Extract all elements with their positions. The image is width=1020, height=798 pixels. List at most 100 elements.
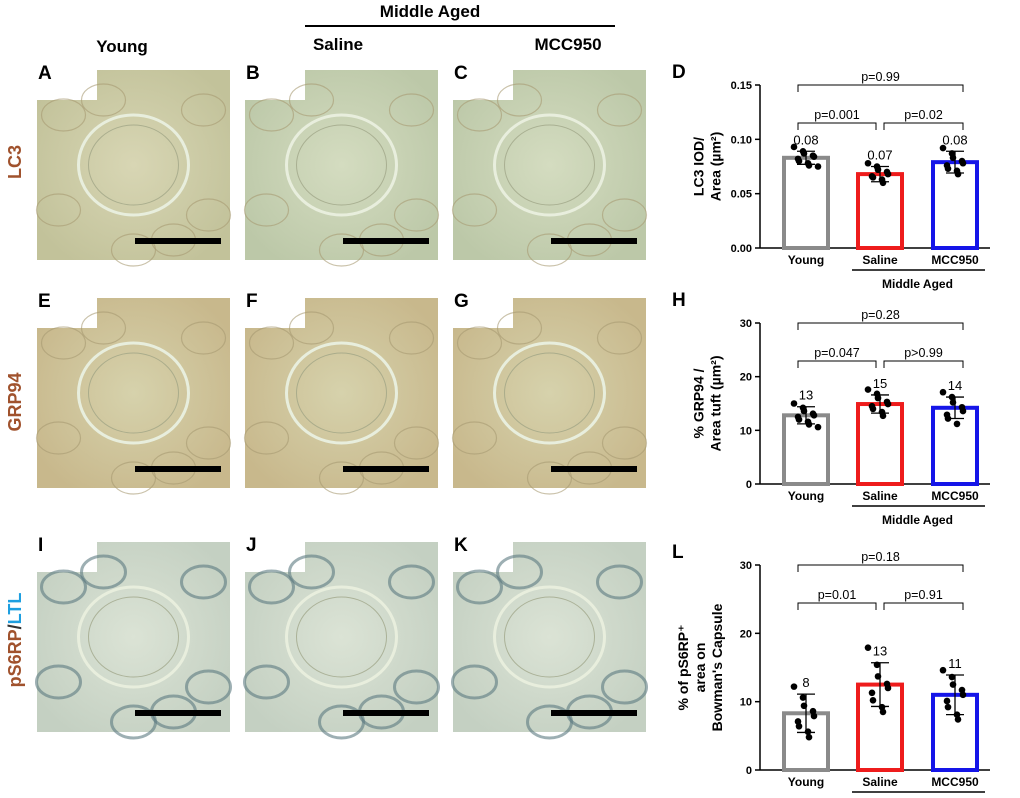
data-point: [869, 697, 877, 704]
bar-young: [782, 155, 830, 251]
scale-bar: [135, 710, 221, 716]
data-point: [874, 166, 882, 174]
data-point: [884, 684, 892, 692]
bar-value-label: 15: [873, 376, 887, 391]
tubule-outline: [596, 93, 643, 127]
tubule-outline: [35, 193, 82, 227]
data-point: [869, 405, 877, 413]
micrograph-g: [451, 298, 648, 495]
tubule-outline: [243, 193, 290, 227]
data-point: [795, 722, 803, 730]
p-value-label: p=0.047: [814, 346, 860, 360]
data-point: [948, 673, 956, 681]
comparison-bracket: [883, 360, 964, 368]
data-point: [800, 702, 808, 710]
tubule-outline: [596, 564, 643, 600]
micrograph-c: [451, 70, 648, 267]
tubule-outline: [388, 321, 435, 355]
micrograph-a: [35, 70, 232, 267]
tubule-outline: [80, 311, 127, 345]
scale-bar: [135, 238, 221, 244]
data-point: [949, 681, 957, 688]
scale-bar: [551, 466, 637, 472]
category-label: Saline: [862, 489, 898, 503]
tubule-outline: [180, 321, 227, 355]
tubule-outline: [288, 83, 335, 117]
tubule-outline: [288, 311, 335, 345]
y-tick-label: 20: [740, 628, 752, 640]
data-point: [800, 150, 808, 157]
scale-bar: [343, 238, 429, 244]
glomerulus-capsule: [493, 113, 606, 217]
glomerulus-tuft: [504, 596, 595, 678]
y-axis-label: Area tuft (µm²): [708, 356, 724, 452]
category-label: Saline: [862, 253, 898, 267]
data-point: [953, 420, 961, 428]
row-label-ps6rp-ltl: pS6RP/LTL: [5, 593, 25, 688]
tubule-outline: [601, 426, 648, 460]
tubule-outline: [180, 93, 227, 127]
glomerulus-tuft: [88, 596, 179, 678]
comparison-bracket: [797, 122, 877, 130]
glomerulus-capsule: [493, 585, 606, 689]
p-value-label: p=0.001: [814, 108, 860, 122]
data-point: [814, 423, 822, 431]
panel-letter: B: [246, 63, 260, 84]
header-middle-aged: Middle Aged: [380, 2, 480, 21]
glomerulus-tuft: [504, 352, 595, 434]
panel-letter: G: [454, 291, 469, 312]
tubule-outline: [185, 426, 232, 460]
data-point: [959, 691, 967, 699]
y-tick-label: 0.15: [731, 80, 752, 92]
tubule-outline: [451, 193, 498, 227]
data-point: [805, 733, 813, 741]
scale-bar: [135, 466, 221, 472]
group-label: Middle Aged: [882, 513, 953, 527]
y-tick-label: 0: [746, 765, 752, 777]
panel-letter: D: [672, 62, 686, 83]
data-point: [795, 416, 803, 423]
data-point: [949, 154, 957, 162]
p-value-label: p=0.18: [861, 550, 900, 564]
row-label-slash: /: [5, 624, 25, 629]
panel-letter: I: [38, 535, 43, 556]
bar-value-label: 11: [948, 656, 962, 671]
tubule-outline: [456, 326, 503, 360]
data-point: [814, 163, 822, 170]
data-point: [804, 728, 812, 736]
tubule-outline: [393, 198, 440, 232]
glomerulus-tuft: [296, 596, 387, 678]
tubule-outline: [451, 421, 498, 455]
tubule-outline: [601, 669, 648, 705]
tubule-outline: [456, 98, 503, 132]
tubule-outline: [248, 98, 295, 132]
tubule-outline: [496, 83, 543, 117]
glomerulus-capsule: [285, 585, 398, 689]
panel-letter: A: [38, 63, 52, 84]
y-tick-label: 30: [740, 560, 752, 572]
data-point: [959, 159, 967, 167]
header-mcc950: MCC950: [534, 35, 601, 54]
data-point: [810, 412, 818, 419]
y-tick-label: 0: [746, 479, 752, 491]
panel-letter: J: [246, 535, 257, 556]
data-point: [790, 400, 798, 407]
category-label: MCC950: [931, 775, 979, 789]
y-tick-label: 30: [740, 318, 752, 330]
comparison-bracket: [883, 602, 964, 610]
comparison-bracket: [797, 360, 877, 368]
y-tick-label: 0.05: [731, 189, 752, 201]
y-tick-label: 10: [740, 425, 752, 437]
tubule-outline: [496, 554, 543, 590]
p-value-label: p=0.99: [861, 70, 900, 84]
bar-saline: [856, 402, 904, 486]
data-point: [954, 170, 962, 178]
row-label-ltl: LTL: [5, 593, 25, 625]
panel-letter: K: [454, 535, 468, 556]
scale-bar: [551, 238, 637, 244]
tubule-outline: [35, 664, 82, 700]
tubule-outline: [388, 93, 435, 127]
tubule-outline: [393, 669, 440, 705]
p-value-label: p=0.02: [904, 108, 943, 122]
y-tick-label: 10: [740, 697, 752, 709]
